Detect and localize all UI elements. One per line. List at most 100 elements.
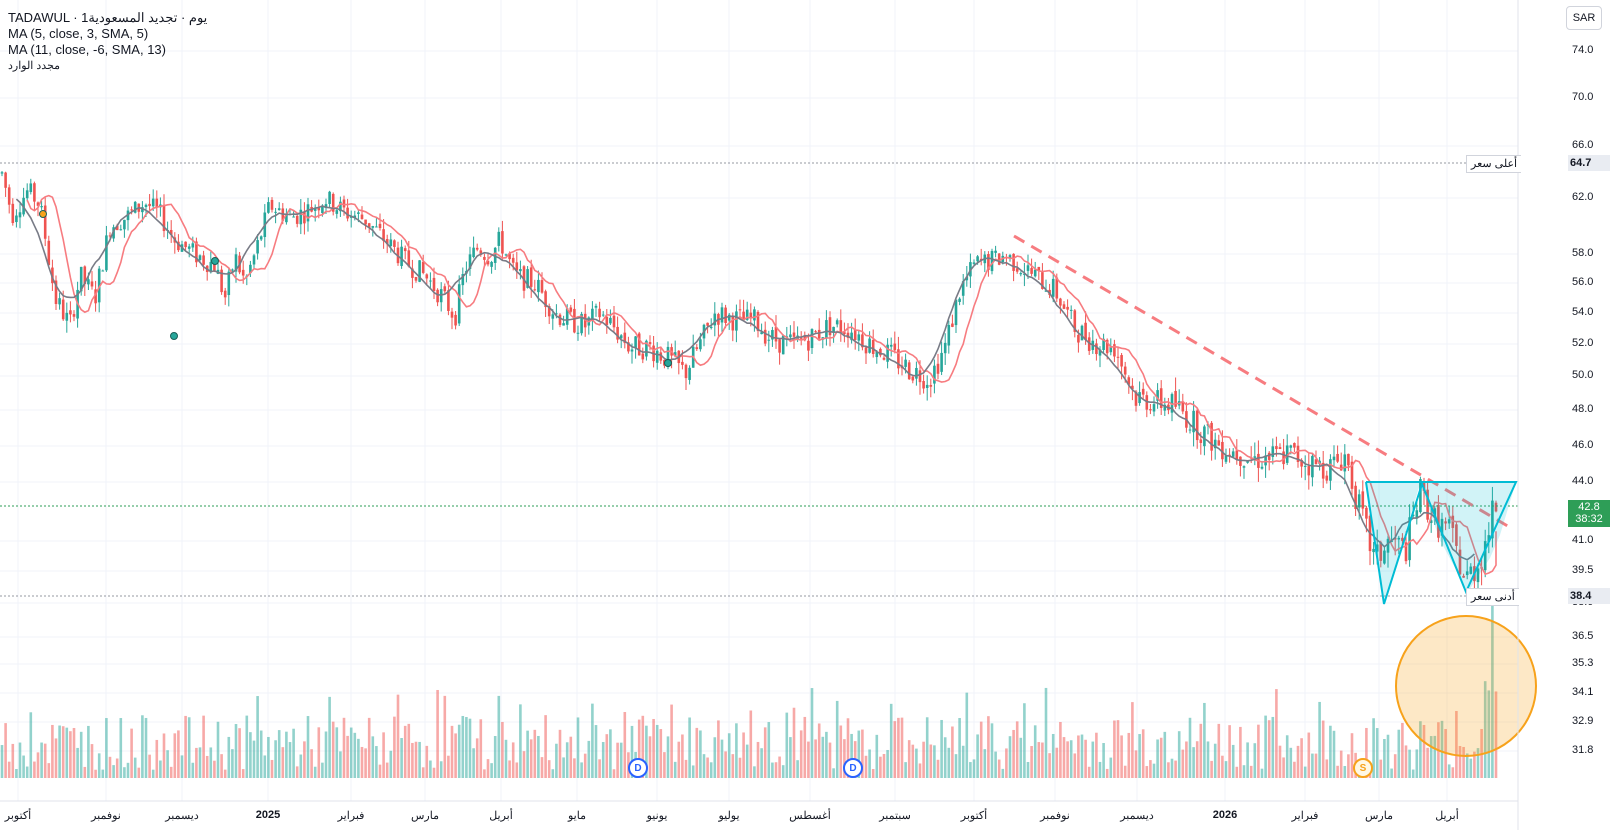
volume-bar: [1253, 743, 1257, 778]
candle-body: [1008, 255, 1012, 258]
volume-bar: [108, 756, 112, 778]
candle-body: [1159, 388, 1163, 408]
candle-body: [1062, 304, 1066, 309]
legend-symbol[interactable]: TADAWUL · 1يوم · تجديد المسعودية: [8, 10, 208, 25]
candle-body: [1188, 429, 1192, 431]
volume-bar: [1098, 761, 1102, 778]
volume-bar: [65, 727, 69, 778]
candle-body: [645, 340, 648, 357]
candle-body: [177, 241, 180, 251]
candle-body: [475, 247, 479, 250]
volume-bar: [1419, 721, 1422, 778]
candle-body: [918, 370, 922, 383]
volume-bar: [385, 762, 389, 778]
volume-bar: [1314, 753, 1318, 778]
candle-body: [987, 254, 990, 271]
candle-body: [976, 256, 979, 262]
candle-body: [1440, 518, 1444, 536]
candle-body: [601, 314, 605, 316]
volume-bar: [814, 739, 817, 778]
candle-body: [529, 267, 533, 287]
candle-body: [1192, 410, 1195, 433]
volume-bar: [774, 762, 778, 778]
candle-body: [1455, 524, 1458, 546]
volume-bar: [7, 761, 11, 778]
volume-bar: [605, 734, 609, 778]
volume-bar: [231, 749, 234, 778]
candle-body: [731, 315, 735, 331]
candle-body: [1041, 272, 1044, 289]
volume-bar: [1249, 765, 1253, 778]
volume-bar: [429, 760, 432, 778]
candle-body: [1321, 462, 1325, 479]
candle-body: [4, 172, 7, 188]
candle-body: [1051, 278, 1055, 297]
time-tick-label: مايو: [568, 810, 586, 822]
volume-bar: [515, 762, 519, 778]
legend-ma-fast[interactable]: MA (5, close, 3, SMA, 5): [8, 26, 149, 41]
candle-body: [511, 257, 515, 263]
volume-bar: [1267, 720, 1271, 778]
candle-body: [965, 276, 969, 281]
candle-body: [468, 254, 472, 269]
volume-bar: [1210, 760, 1213, 778]
candle-body: [25, 190, 29, 199]
volume-bar: [1008, 736, 1012, 778]
volume-bar: [227, 736, 231, 778]
volume-bar: [375, 746, 378, 778]
legend-ma-slow[interactable]: MA (11, close, -6, SMA, 13): [8, 42, 166, 57]
candle-body: [857, 334, 861, 341]
candle-body: [1343, 454, 1347, 472]
candle-body: [637, 333, 641, 356]
candle-body: [1393, 537, 1397, 540]
candle-body: [1282, 451, 1285, 465]
volume-bar: [897, 717, 900, 778]
dividend-marker[interactable]: D: [843, 758, 863, 778]
candle-body: [612, 315, 616, 328]
candle-body: [1116, 356, 1120, 358]
volume-bar: [641, 715, 645, 778]
candle-body: [7, 187, 11, 205]
candle-body: [634, 336, 637, 349]
volume-bar: [457, 724, 461, 778]
candle-body: [353, 215, 357, 218]
candle-body: [1149, 409, 1152, 411]
candle-body: [1260, 466, 1264, 469]
volume-bar: [1469, 758, 1473, 778]
volume-bar: [929, 744, 933, 778]
candle-body: [1087, 337, 1091, 351]
volume-bar: [828, 742, 832, 778]
volume-bar: [29, 712, 33, 778]
candle-body: [339, 201, 342, 212]
candle-body: [551, 314, 555, 319]
candle-body: [868, 338, 871, 353]
candle-body: [155, 198, 159, 208]
volume-bar: [15, 769, 18, 778]
currency-button[interactable]: SAR: [1566, 6, 1602, 30]
dividend-marker[interactable]: D: [628, 758, 648, 778]
volume-bar: [925, 717, 929, 778]
candle-body: [547, 306, 551, 317]
candle-body: [393, 240, 396, 247]
volume-bar: [1307, 732, 1311, 778]
candle-body: [346, 207, 349, 219]
candle-body: [1336, 453, 1339, 462]
volume-bar: [1271, 716, 1275, 778]
candle-body: [943, 342, 947, 354]
candlesticks: [0, 171, 1498, 592]
volume-bar: [619, 742, 623, 778]
candle-body: [0, 172, 4, 174]
candle-body: [807, 340, 810, 351]
volume-bar: [580, 762, 583, 778]
candle-body: [436, 289, 439, 303]
volume-bar: [1257, 724, 1260, 778]
candle-body: [861, 334, 864, 348]
candle-body: [357, 212, 360, 214]
volume-bar: [1386, 734, 1390, 778]
candle-body: [774, 326, 778, 342]
split-marker[interactable]: S: [1353, 758, 1373, 778]
volume-bar: [598, 759, 601, 778]
volume-bar: [119, 718, 123, 778]
volume-bar: [612, 769, 616, 778]
